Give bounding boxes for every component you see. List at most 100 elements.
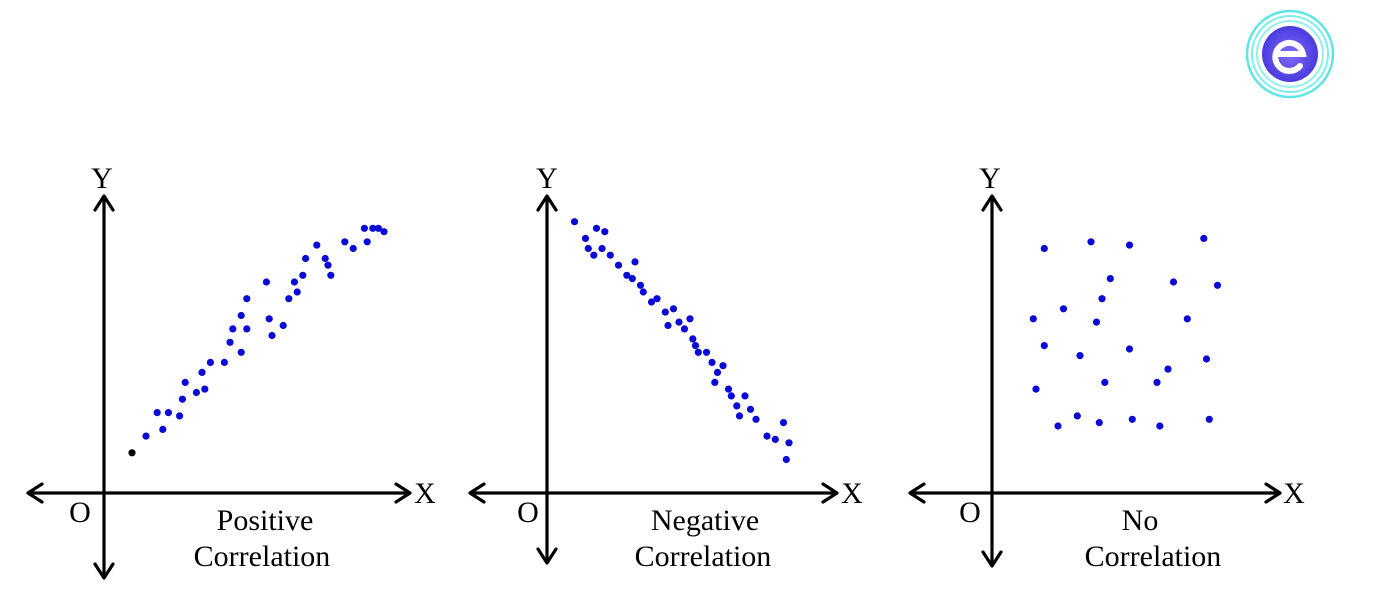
scatter-point — [176, 412, 184, 420]
y-axis — [536, 194, 558, 565]
scatter-point — [628, 275, 636, 283]
scatter-point — [702, 348, 711, 356]
scatter-point — [324, 261, 332, 269]
scatter-point — [159, 425, 167, 433]
scatter-point — [299, 271, 307, 279]
scatter-point — [1156, 422, 1164, 430]
y-axis-label: Y — [979, 162, 1001, 195]
scatter-point — [321, 254, 329, 263]
y-axis-arrow-down — [93, 562, 115, 580]
scatter-point — [598, 244, 606, 253]
scatter-point — [711, 378, 719, 386]
scatter-point — [746, 405, 755, 413]
scatter-points — [1029, 234, 1222, 430]
scatter-point — [1092, 318, 1101, 326]
scatter-point — [581, 234, 590, 242]
y-axis-label: Y — [91, 162, 113, 195]
scatter-point — [741, 392, 749, 400]
scatter-point — [279, 321, 287, 330]
scatter-point — [192, 388, 200, 397]
scatter-point — [374, 224, 382, 232]
y-axis-arrow-up — [93, 194, 115, 212]
scatter-point — [237, 311, 245, 320]
scatter-point — [1183, 315, 1191, 323]
scatter-point — [785, 439, 793, 447]
chart-panel-negative: Y X O Negative Correlation — [468, 162, 863, 573]
scatter-point — [592, 224, 601, 232]
scatter-point — [1205, 415, 1213, 423]
scatter-point — [614, 261, 623, 269]
scatter-point — [601, 228, 609, 236]
caption-line-1: No — [1122, 504, 1159, 537]
scatter-point — [1200, 234, 1208, 242]
scatter-point — [1169, 278, 1178, 286]
chart-panel-none: Y X O No Correlation — [908, 162, 1305, 573]
x-axis-arrow-right — [821, 482, 839, 504]
scatter-point — [606, 251, 614, 259]
scatter-point — [1076, 352, 1084, 360]
chart-panel-positive: Y X O Positive Correlation — [26, 162, 436, 580]
scatter-point — [1098, 295, 1106, 303]
caption-line-2: Correlation — [635, 540, 772, 573]
scatter-point — [1054, 422, 1062, 430]
scatter-point — [1125, 345, 1134, 353]
scatter-point — [1106, 275, 1114, 283]
x-axis-label: X — [414, 477, 436, 510]
scatter-points — [570, 218, 793, 464]
scatter-point — [1087, 238, 1095, 246]
scatter-point — [1073, 412, 1081, 420]
scatter-point — [661, 308, 669, 316]
y-axis — [981, 194, 1003, 568]
scatter-point — [363, 238, 371, 246]
scatter-point — [153, 409, 161, 417]
scatter-point — [686, 315, 694, 323]
x-axis — [468, 482, 839, 504]
scatter-point — [691, 342, 700, 350]
scatter-point — [623, 271, 631, 279]
x-axis-label: X — [841, 477, 863, 510]
scatter-point — [1040, 342, 1048, 350]
scatter-point — [680, 325, 689, 333]
y-axis-arrow-up — [981, 194, 1003, 212]
scatter-point — [653, 295, 661, 303]
caption-line-2: Correlation — [1085, 540, 1222, 573]
scatter-point — [647, 298, 656, 306]
scatter-point — [694, 348, 702, 356]
scatter-point — [142, 432, 150, 440]
scatter-point — [201, 385, 209, 393]
x-axis-arrow-right — [1264, 482, 1282, 504]
y-axis-label: Y — [536, 162, 558, 195]
origin-label: O — [959, 496, 981, 529]
scatter-point — [290, 278, 298, 286]
scatter-point — [763, 432, 771, 440]
caption-line-1: Positive — [217, 504, 314, 537]
scatter-point — [1213, 281, 1222, 289]
y-axis-arrow-down — [536, 547, 558, 565]
scatter-point — [713, 368, 722, 376]
x-axis-arrow-left — [908, 482, 926, 504]
scatter-point — [1032, 385, 1040, 393]
scatter-point — [1040, 244, 1048, 253]
x-axis-arrow-right — [394, 482, 412, 504]
scatter-point — [1202, 355, 1211, 363]
x-axis-arrow-left — [468, 482, 486, 504]
scatter-point — [302, 254, 310, 263]
scatter-point — [1029, 315, 1037, 323]
scatter-point — [380, 228, 388, 236]
caption-line-1: Negative — [651, 504, 759, 537]
scatter-point — [689, 335, 697, 343]
scatter-point — [1095, 419, 1103, 427]
y-axis-arrow-up — [536, 194, 558, 212]
caption-line-2: Correlation — [194, 540, 331, 573]
scatter-point — [779, 419, 788, 427]
scatter-point — [229, 325, 237, 333]
scatter-point — [349, 244, 357, 253]
scatter-point — [181, 378, 189, 386]
scatter-point — [293, 288, 301, 296]
scatter-point — [1164, 365, 1172, 373]
scatter-point — [636, 281, 645, 289]
origin-label: O — [517, 496, 539, 529]
scatter-point — [369, 224, 377, 232]
scatter-point — [265, 315, 273, 323]
